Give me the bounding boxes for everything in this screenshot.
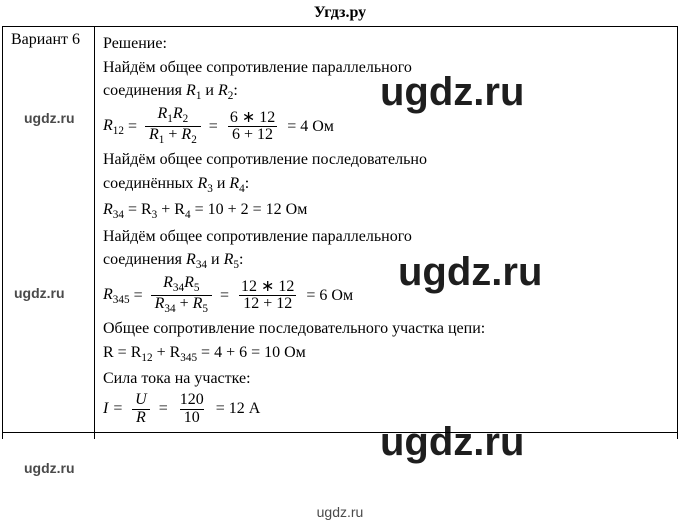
lhs: I = xyxy=(103,400,123,418)
sub: 2 xyxy=(191,135,197,147)
formula-r12: R12 = R1R2 R1 + R2 = 6 ∗ 12 6 + 12 = 4 О… xyxy=(103,106,669,147)
sub: 34 xyxy=(164,304,175,316)
line-total-series: Общее сопротивление последовательного уч… xyxy=(103,318,669,340)
fraction-numeric: 120 10 xyxy=(176,392,208,427)
result: = 4 Ом xyxy=(287,118,334,136)
line-series-r3r4-b: соединённых R3 и R4: xyxy=(103,173,669,197)
line-parallel-r34r5-a: Найдём общее сопротивление параллельного xyxy=(103,226,669,248)
numerator: 120 xyxy=(176,392,208,409)
sub: 345 xyxy=(180,352,197,364)
text: и xyxy=(213,175,230,192)
fraction-symbolic: U R xyxy=(131,392,151,427)
denominator: R34 + R5 xyxy=(151,295,212,316)
sub: 12 xyxy=(141,352,152,364)
line-solution-title: Решение: xyxy=(103,33,669,55)
sym-r: R xyxy=(103,286,113,303)
eq: = xyxy=(209,118,218,136)
result: = 12 А xyxy=(216,400,261,418)
eq: = xyxy=(220,287,229,305)
text: = 10 + 2 = 12 Ом xyxy=(191,201,308,218)
formula-r34: R34 = R3 + R4 = 10 + 2 = 12 Ом xyxy=(103,199,669,223)
solution-table: Вариант 6 Решение: Найдём общее сопротив… xyxy=(2,26,678,433)
eq: = xyxy=(128,118,137,136)
sub: 5 xyxy=(194,283,200,295)
sym-r: R xyxy=(184,274,194,291)
text: : xyxy=(245,175,249,192)
formula-r345: R345 = R34R5 R34 + R5 = 12 ∗ 12 12 + 12 … xyxy=(103,275,669,316)
plus: + xyxy=(176,295,193,312)
eq: = xyxy=(134,287,143,305)
numerator: R34R5 xyxy=(159,275,203,295)
sym-r: R xyxy=(173,105,183,122)
denominator: 6 + 12 xyxy=(228,126,277,144)
text: : xyxy=(233,82,237,99)
numerator: R1R2 xyxy=(154,106,193,126)
sym-r: R xyxy=(158,105,168,122)
denominator: 10 xyxy=(180,409,204,427)
text: = 4 + 6 = 10 Ом xyxy=(197,344,306,361)
variant-label: Вариант 6 xyxy=(3,27,95,433)
text: : xyxy=(239,251,243,268)
eq: = xyxy=(159,400,168,418)
sym-r: R xyxy=(181,126,191,143)
text: и xyxy=(207,251,224,268)
denominator: R xyxy=(132,409,150,427)
text: соединения xyxy=(103,82,186,99)
fraction-numeric: 6 ∗ 12 6 + 12 xyxy=(226,110,279,145)
text: соединённых xyxy=(103,175,197,192)
denominator: 12 + 12 xyxy=(239,295,296,313)
numerator: 6 ∗ 12 xyxy=(226,110,279,127)
sym-r: R xyxy=(103,117,113,134)
sym-r: R xyxy=(193,295,203,312)
fraction-numeric: 12 ∗ 12 12 + 12 xyxy=(237,279,298,314)
sym-r: R xyxy=(149,126,159,143)
text: и xyxy=(201,82,218,99)
text: + R xyxy=(153,344,181,361)
site-header: Угдз.ру xyxy=(0,0,680,26)
lhs: R345 xyxy=(103,286,130,306)
sym-r: R xyxy=(229,175,239,192)
lhs: R12 xyxy=(103,117,124,137)
line-parallel-r34r5-b: соединения R34 и R5: xyxy=(103,249,669,273)
solution-cell: Решение: Найдём общее сопротивление пара… xyxy=(95,27,678,433)
sym-r: R xyxy=(218,82,228,99)
next-row-stub xyxy=(2,433,678,439)
footer-watermark: ugdz.ru xyxy=(0,504,680,520)
sym-r: R xyxy=(197,175,207,192)
text: I = xyxy=(103,400,123,417)
sym-r: R xyxy=(163,274,173,291)
line-series-r3r4-a: Найдём общее сопротивление последователь… xyxy=(103,149,669,171)
line-parallel-r1r2-a: Найдём общее сопротивление параллельного xyxy=(103,57,669,79)
line-current: Сила тока на участке: xyxy=(103,368,669,390)
text: соединения xyxy=(103,251,186,268)
text: + R xyxy=(157,201,185,218)
formula-r-total: R = R12 + R345 = 4 + 6 = 10 Ом xyxy=(103,342,669,366)
sub: 2 xyxy=(183,114,189,126)
sub: 12 xyxy=(113,125,124,137)
sub: 34 xyxy=(113,209,124,221)
sym-r: R xyxy=(224,251,234,268)
result: = 6 Ом xyxy=(306,287,353,305)
sym-r: R xyxy=(155,295,165,312)
sub: 345 xyxy=(113,294,130,306)
denominator: R1 + R2 xyxy=(145,126,201,147)
formula-current: I = U R = 120 10 = 12 А xyxy=(103,392,669,427)
sym-r: R xyxy=(186,251,196,268)
sub: 34 xyxy=(196,259,207,271)
plus: + xyxy=(164,126,181,143)
watermark-small: ugdz.ru xyxy=(24,460,75,476)
numerator: 12 ∗ 12 xyxy=(237,279,298,296)
numerator: U xyxy=(131,392,151,409)
sym-r: R xyxy=(186,82,196,99)
text: = R xyxy=(124,201,152,218)
fraction-symbolic: R34R5 R34 + R5 xyxy=(151,275,212,316)
sym-r: R xyxy=(103,201,113,218)
sub: 5 xyxy=(202,304,208,316)
sub: 34 xyxy=(173,283,184,295)
line-parallel-r1r2-b: соединения R1 и R2: xyxy=(103,80,669,104)
text: R = R xyxy=(103,344,141,361)
fraction-symbolic: R1R2 R1 + R2 xyxy=(145,106,201,147)
